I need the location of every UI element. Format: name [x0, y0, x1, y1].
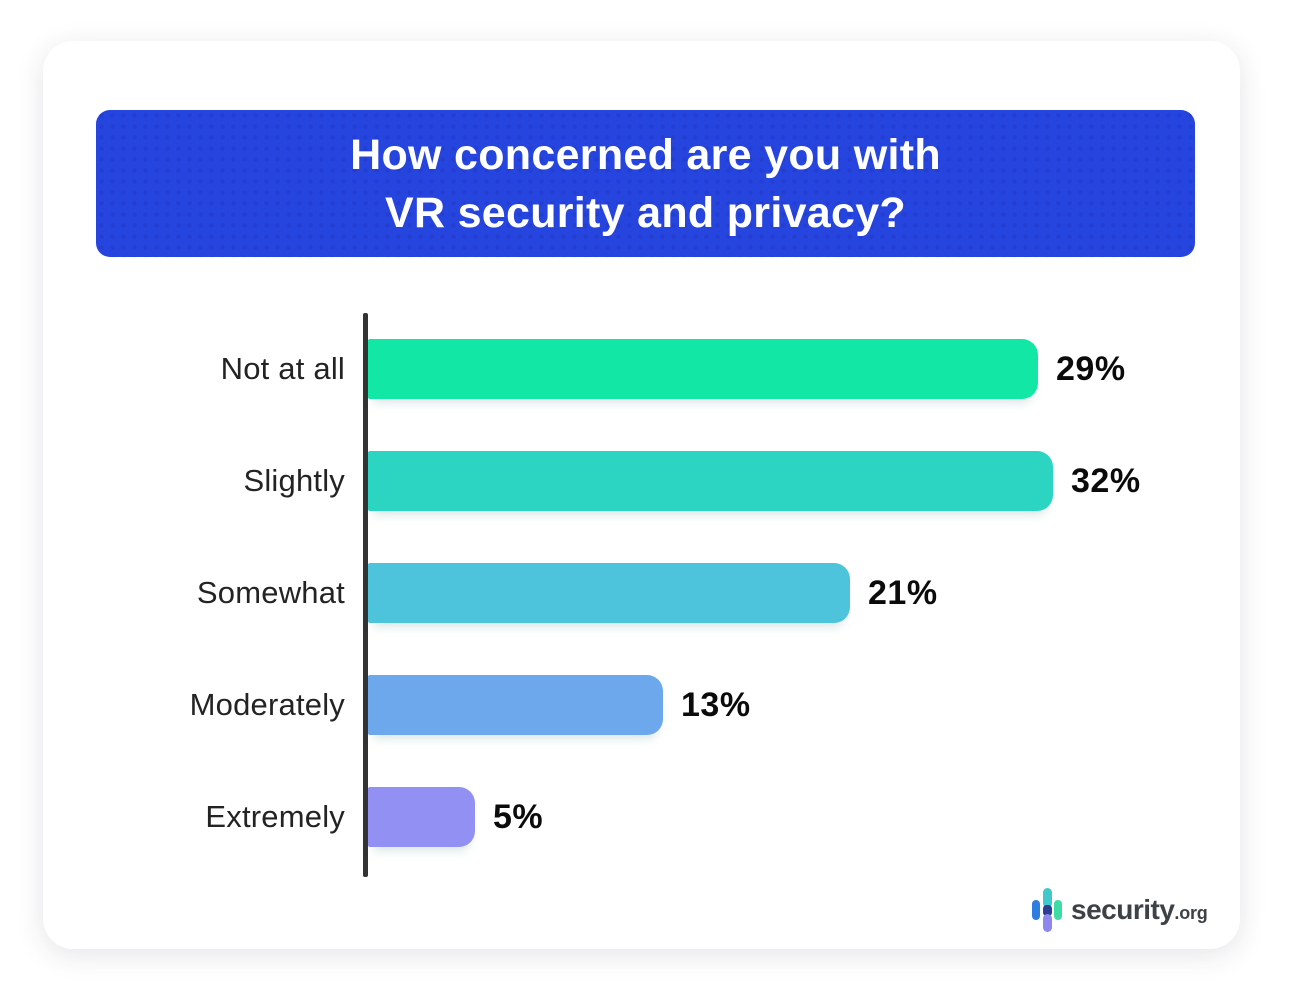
- bar-extremely: [368, 787, 475, 847]
- bar-somewhat: [368, 563, 850, 623]
- value-label: 32%: [1071, 461, 1141, 500]
- value-label: 5%: [493, 797, 544, 836]
- chart-row-moderately: Moderately 13%: [43, 675, 1240, 735]
- chart-row-not-at-all: Not at all 29%: [43, 339, 1240, 399]
- value-label: 29%: [1056, 349, 1126, 388]
- chart-row-extremely: Extremely 5%: [43, 787, 1240, 847]
- chart-title-line-2: VR security and privacy?: [384, 188, 907, 237]
- brand-wordmark: security .org: [1071, 894, 1208, 926]
- brand-name: security: [1071, 894, 1175, 925]
- bar-moderately: [368, 675, 663, 735]
- bar-slightly: [368, 451, 1053, 511]
- category-label: Somewhat: [196, 575, 345, 610]
- category-label: Moderately: [189, 687, 345, 722]
- category-label: Slightly: [243, 463, 345, 498]
- y-axis-line: [363, 313, 368, 877]
- category-label: Extremely: [205, 799, 345, 834]
- chart-row-somewhat: Somewhat 21%: [43, 563, 1240, 623]
- category-label: Not at all: [220, 351, 345, 386]
- security-logo-icon: [1032, 888, 1062, 932]
- brand-suffix: .org: [1174, 903, 1208, 923]
- title-banner: How concerned are you with VR security a…: [96, 110, 1195, 257]
- value-label: 13%: [681, 685, 751, 724]
- bar-not-at-all: [368, 339, 1038, 399]
- chart-row-slightly: Slightly 32%: [43, 451, 1240, 511]
- value-label: 21%: [868, 573, 938, 612]
- chart-card: How concerned are you with VR security a…: [43, 41, 1240, 949]
- chart-title-line-1: How concerned are you with: [350, 130, 941, 179]
- bar-chart: Not at all 29% Slightly 32% Somewhat 21%…: [43, 41, 1240, 949]
- brand-logo: security .org: [1032, 886, 1208, 934]
